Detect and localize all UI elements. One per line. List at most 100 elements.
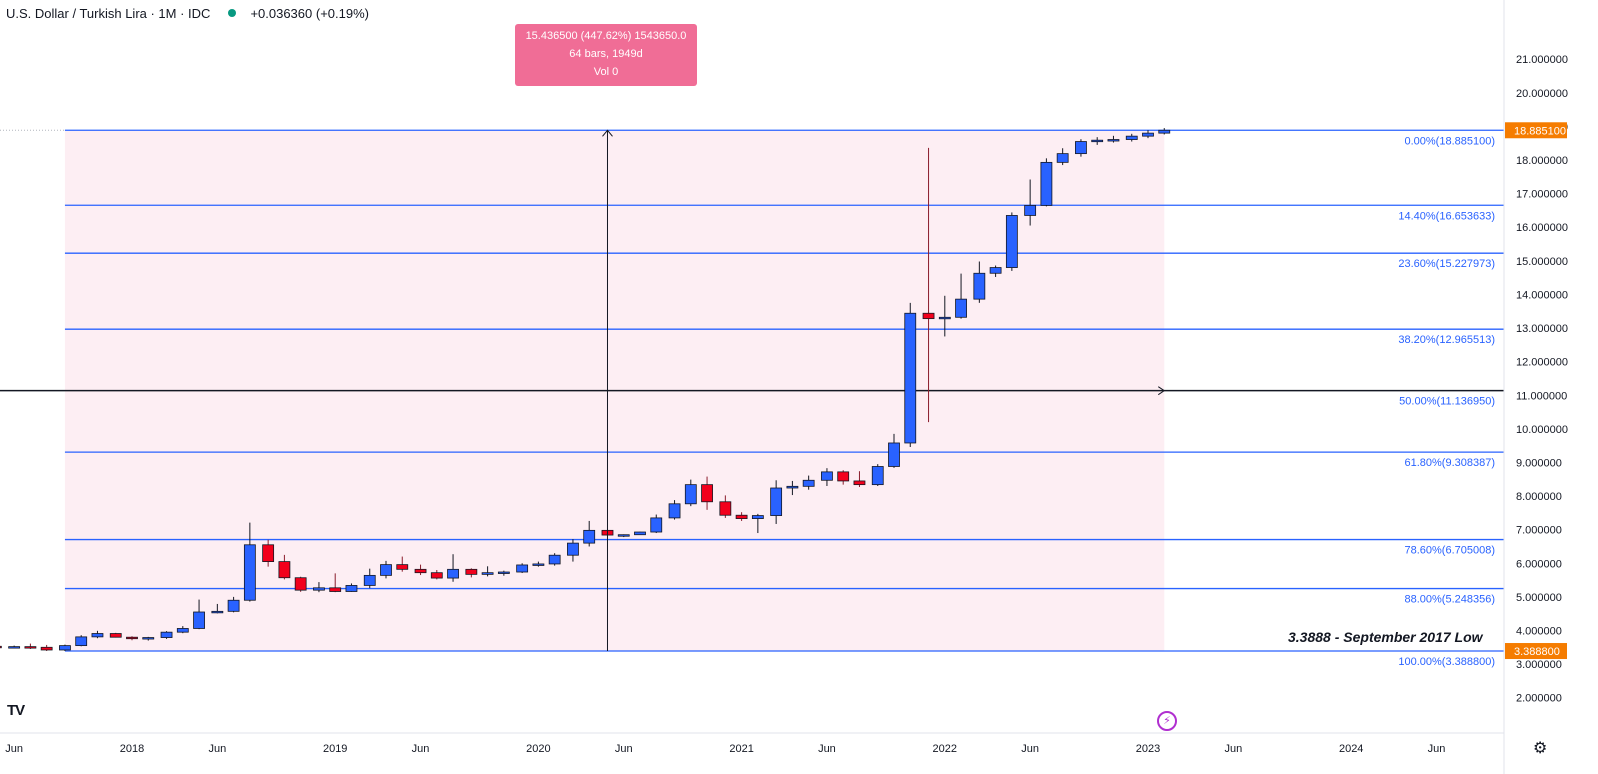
candle-body xyxy=(294,577,307,591)
candle xyxy=(770,480,783,524)
candle xyxy=(973,261,986,303)
candle xyxy=(1142,130,1154,139)
candle-body xyxy=(548,554,561,565)
candle-body xyxy=(719,501,732,516)
candle xyxy=(294,576,307,592)
candlesticks xyxy=(0,128,1171,651)
candle-body xyxy=(396,564,409,570)
candle xyxy=(922,147,935,423)
candle-body xyxy=(871,466,884,486)
measure-line[interactable] xyxy=(602,129,1166,652)
candle-body xyxy=(1005,215,1018,268)
candle xyxy=(853,471,866,487)
candle xyxy=(40,644,53,651)
candle xyxy=(211,603,224,614)
candle xyxy=(567,539,579,562)
candle-body xyxy=(243,544,256,601)
candle xyxy=(701,476,713,510)
candle xyxy=(650,514,663,534)
fib-level-label: 0.00%(18.885100) xyxy=(1404,135,1495,147)
candle-body xyxy=(735,514,748,519)
candle xyxy=(481,566,494,577)
price-tick-label: 3.000000 xyxy=(1516,659,1562,671)
time-tick-label: Jun xyxy=(1224,743,1242,755)
candle xyxy=(871,464,884,486)
candle xyxy=(617,534,630,538)
candle xyxy=(160,631,173,639)
price-tick-label: 13.000000 xyxy=(1516,323,1568,335)
gear-icon[interactable]: ⚙ xyxy=(1533,740,1548,757)
candle-body xyxy=(989,267,1002,274)
fib-level-label: 88.00%(5.248356) xyxy=(1404,594,1495,606)
candle xyxy=(8,645,21,649)
candle xyxy=(75,635,88,647)
price-tick-label: 6.000000 xyxy=(1516,558,1562,570)
candle-body xyxy=(380,564,392,576)
candle-body xyxy=(447,568,459,579)
candle xyxy=(802,475,815,490)
fib-level-label: 23.60%(15.227973) xyxy=(1398,258,1495,270)
candle-body xyxy=(821,471,833,481)
candle-body xyxy=(278,561,291,579)
candle xyxy=(497,570,510,576)
price-axis[interactable]: 2.000000 3.000000 4.000000 5.000000 6.000000… xyxy=(1516,54,1568,705)
price-badge-bg xyxy=(1505,122,1567,139)
price-change: +0.036360 (+0.19%) xyxy=(250,5,369,21)
candle-body xyxy=(497,571,510,574)
candle-body xyxy=(634,531,646,536)
symbol-title[interactable]: U.S. Dollar / Turkish Lira · 1M · IDC xyxy=(6,5,211,21)
candle-body xyxy=(955,298,967,318)
candle-body xyxy=(668,503,681,519)
price-tick-label: 12.000000 xyxy=(1516,357,1568,369)
measure-tooltip: 15.436500 (447.62%) 1543650.0 64 bars, 1… xyxy=(515,24,697,86)
candle xyxy=(1107,135,1120,143)
time-tick-label: 2018 xyxy=(120,743,144,755)
price-tick-label: 16.000000 xyxy=(1516,222,1568,234)
candle xyxy=(91,630,104,639)
flash-icon[interactable]: ⚡ xyxy=(1157,711,1177,731)
candle-body xyxy=(1125,135,1138,140)
price-tick-label: 9.000000 xyxy=(1516,457,1562,469)
candle-body xyxy=(142,637,155,640)
price-tick-label: 15.000000 xyxy=(1516,256,1568,268)
candle-body xyxy=(617,534,630,537)
candle-body xyxy=(922,312,935,320)
price-tick-label: 5.000000 xyxy=(1516,592,1562,604)
measure-line-2: 64 bars, 1949d xyxy=(569,48,643,60)
candle-body xyxy=(1056,153,1069,163)
candle xyxy=(0,645,2,649)
candle xyxy=(313,582,325,593)
candle-body xyxy=(40,646,53,651)
time-axis[interactable]: Jun 2018 Jun 2019 Jun 2020 Jun 2021 Jun 2022 Jun 20… xyxy=(5,743,1445,755)
candle-body xyxy=(465,568,478,575)
price-tick-label: 14.000000 xyxy=(1516,289,1568,301)
price-tick-label: 2.000000 xyxy=(1516,693,1562,705)
candle-body xyxy=(1075,141,1087,155)
candle xyxy=(989,265,1002,277)
candle xyxy=(668,500,681,520)
price-tick-label: 20.000000 xyxy=(1516,88,1568,100)
candle xyxy=(1075,139,1087,157)
candle xyxy=(516,563,529,574)
candle-body xyxy=(176,628,189,633)
price-tick-label: 21.000000 xyxy=(1516,54,1568,66)
candle-body xyxy=(1091,139,1104,143)
candle-body xyxy=(211,610,224,614)
fib-level-label: 61.80%(9.308387) xyxy=(1404,457,1495,469)
time-tick-label: 2021 xyxy=(729,743,753,755)
price-badge-label: 18.885100 xyxy=(1514,125,1566,137)
candle xyxy=(821,468,833,486)
time-tick-label: Jun xyxy=(412,743,430,755)
candle-body xyxy=(567,542,579,556)
candle-body xyxy=(8,646,21,649)
time-tick-label: Jun xyxy=(615,743,633,755)
tradingview-logo-icon[interactable]: TV xyxy=(7,702,25,719)
candle-body xyxy=(684,484,697,505)
september-low-annotation[interactable]: 3.3888 - September 2017 Low xyxy=(1288,629,1483,645)
candle-body xyxy=(532,563,545,566)
candle-body xyxy=(75,636,88,647)
measure-line-3: Vol 0 xyxy=(593,66,619,78)
fib-level-label: 78.60%(6.705008) xyxy=(1404,545,1495,557)
candle xyxy=(278,554,291,580)
